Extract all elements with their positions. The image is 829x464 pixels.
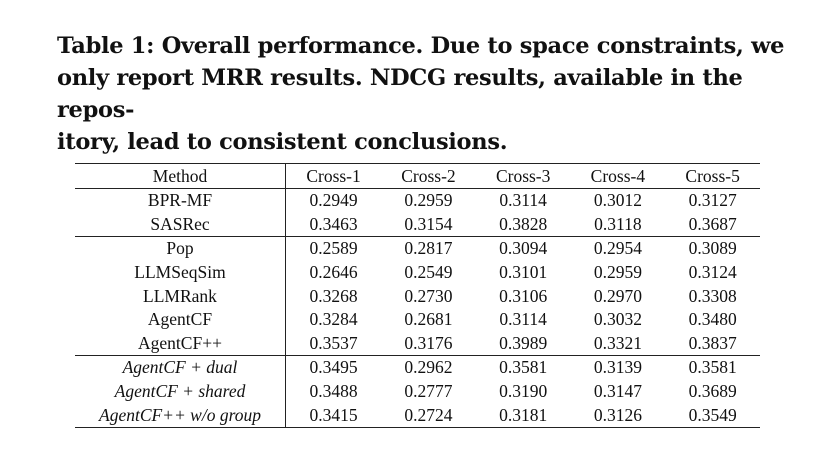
column-header-method: Method — [75, 163, 286, 189]
value-cell: 0.3190 — [499, 381, 548, 402]
method-cell: LLMRank — [75, 284, 286, 308]
value-cell: 0.2681 — [404, 309, 453, 330]
results-table: Method Cross-1 Cross-2 Cross-3 Cross-4 C… — [75, 163, 760, 428]
method-cell: BPR-MF — [75, 188, 286, 213]
method-cell: LLMSeqSim — [75, 260, 286, 285]
value-cell: 0.3549 — [665, 403, 760, 428]
value-cell: 0.3089 — [665, 236, 760, 261]
table-row: AgentCF + dual 0.3495 0.2962 0.3581 0.31… — [75, 355, 760, 380]
value-cell: 0.3124 — [688, 262, 737, 283]
table-row-best: AgentCF++ 0.3537 0.3176 0.3989 0.3321 0.… — [75, 331, 760, 356]
value-cell: 0.3114 — [499, 190, 547, 211]
column-header-cross-2: Cross-2 — [381, 163, 476, 189]
value-cell: 0.3126 — [570, 403, 666, 428]
caption-line: Table 1: Overall performance. Due to spa… — [57, 33, 785, 59]
table-row: Pop 0.2589 0.2817 0.3094 0.2954 0.3089 — [75, 236, 760, 261]
method-cell: AgentCF++ w/o group — [75, 403, 286, 428]
value-cell: 0.3837 — [688, 332, 737, 353]
table-row: BPR-MF 0.2949 0.2959 0.3114 0.3012 0.312… — [75, 188, 760, 213]
value-cell: 0.3154 — [404, 213, 453, 234]
value-cell: 0.3488 — [309, 381, 358, 402]
value-cell: 0.2954 — [570, 236, 666, 261]
column-header-cross-1: Cross-1 — [285, 163, 382, 189]
value-cell: 0.3828 — [499, 213, 548, 234]
value-cell: 0.3101 — [499, 262, 548, 283]
value-cell: 0.3989 — [499, 332, 548, 353]
table-row: AgentCF + shared 0.3488 0.2777 0.3190 0.… — [75, 379, 760, 404]
column-header-cross-5: Cross-5 — [665, 163, 760, 189]
value-cell: 0.2962 — [381, 355, 476, 380]
value-cell: 0.3321 — [593, 332, 642, 353]
value-cell: 0.3687 — [688, 213, 737, 234]
value-cell: 0.3415 — [285, 403, 382, 428]
caption-line: only report MRR results. NDCG results, a… — [57, 65, 743, 123]
table-row: LLMRank 0.3268 0.2730 0.3106 0.2970 0.33… — [75, 284, 760, 308]
value-cell: 0.2959 — [593, 262, 642, 283]
method-cell: SASRec — [75, 212, 286, 237]
method-cell: Pop — [75, 236, 286, 261]
value-cell: 0.3127 — [688, 190, 737, 211]
table-caption: Table 1: Overall performance. Due to spa… — [57, 30, 787, 158]
value-cell: 0.3308 — [688, 285, 737, 306]
value-cell: 0.3012 — [593, 190, 642, 211]
value-cell: 0.2959 — [404, 190, 453, 211]
value-cell: 0.3139 — [570, 355, 666, 380]
column-header-cross-4: Cross-4 — [570, 163, 666, 189]
header-row: Method Cross-1 Cross-2 Cross-3 Cross-4 C… — [75, 163, 760, 189]
value-cell: 0.3581 — [665, 355, 760, 380]
value-cell: 0.2949 — [309, 190, 358, 211]
value-cell: 0.2817 — [381, 236, 476, 261]
value-cell: 0.2549 — [404, 262, 453, 283]
value-cell: 0.3032 — [593, 309, 642, 330]
value-cell: 0.2970 — [593, 285, 642, 306]
value-cell: 0.3268 — [309, 285, 358, 306]
value-cell: 0.3463 — [309, 213, 358, 234]
value-cell: 0.3284 — [309, 309, 358, 330]
table-row: SASRec 0.3463 0.3154 0.3828 0.3118 0.368… — [75, 212, 760, 237]
value-cell: 0.3689 — [688, 381, 737, 402]
value-cell: 0.2589 — [285, 236, 382, 261]
group-llm-methods: Pop 0.2589 0.2817 0.3094 0.2954 0.3089 L… — [75, 236, 760, 356]
value-cell: 0.2777 — [404, 381, 453, 402]
value-cell: 0.2724 — [381, 403, 476, 428]
value-cell: 0.3118 — [594, 213, 642, 234]
column-header-cross-3: Cross-3 — [475, 163, 571, 189]
value-cell: 0.3114 — [499, 309, 547, 330]
value-cell: 0.3581 — [475, 355, 571, 380]
table-row: LLMSeqSim 0.2646 0.2549 0.3101 0.2959 0.… — [75, 260, 760, 285]
caption-line: itory, lead to consistent conclusions. — [57, 129, 508, 155]
value-cell: 0.3537 — [309, 332, 358, 353]
value-cell: 0.2730 — [404, 285, 453, 306]
value-cell: 0.3181 — [475, 403, 571, 428]
value-cell: 0.3147 — [593, 381, 642, 402]
value-cell: 0.3094 — [475, 236, 571, 261]
value-cell: 0.3106 — [499, 285, 548, 306]
method-cell: AgentCF++ — [75, 331, 286, 356]
value-cell: 0.3480 — [688, 309, 737, 330]
group-sequential-baselines: BPR-MF 0.2949 0.2959 0.3114 0.3012 0.312… — [75, 188, 760, 237]
method-cell: AgentCF + dual — [75, 355, 286, 380]
table-row: AgentCF++ w/o group 0.3415 0.2724 0.3181… — [75, 403, 760, 428]
value-cell: 0.2646 — [309, 262, 358, 283]
table-row: AgentCF 0.3284 0.2681 0.3114 0.3032 0.34… — [75, 307, 760, 332]
method-cell: AgentCF — [75, 307, 286, 332]
value-cell: 0.3176 — [404, 332, 453, 353]
value-cell: 0.3495 — [285, 355, 382, 380]
method-cell: AgentCF + shared — [75, 379, 286, 404]
group-ablations: AgentCF + dual 0.3495 0.2962 0.3581 0.31… — [75, 355, 760, 428]
